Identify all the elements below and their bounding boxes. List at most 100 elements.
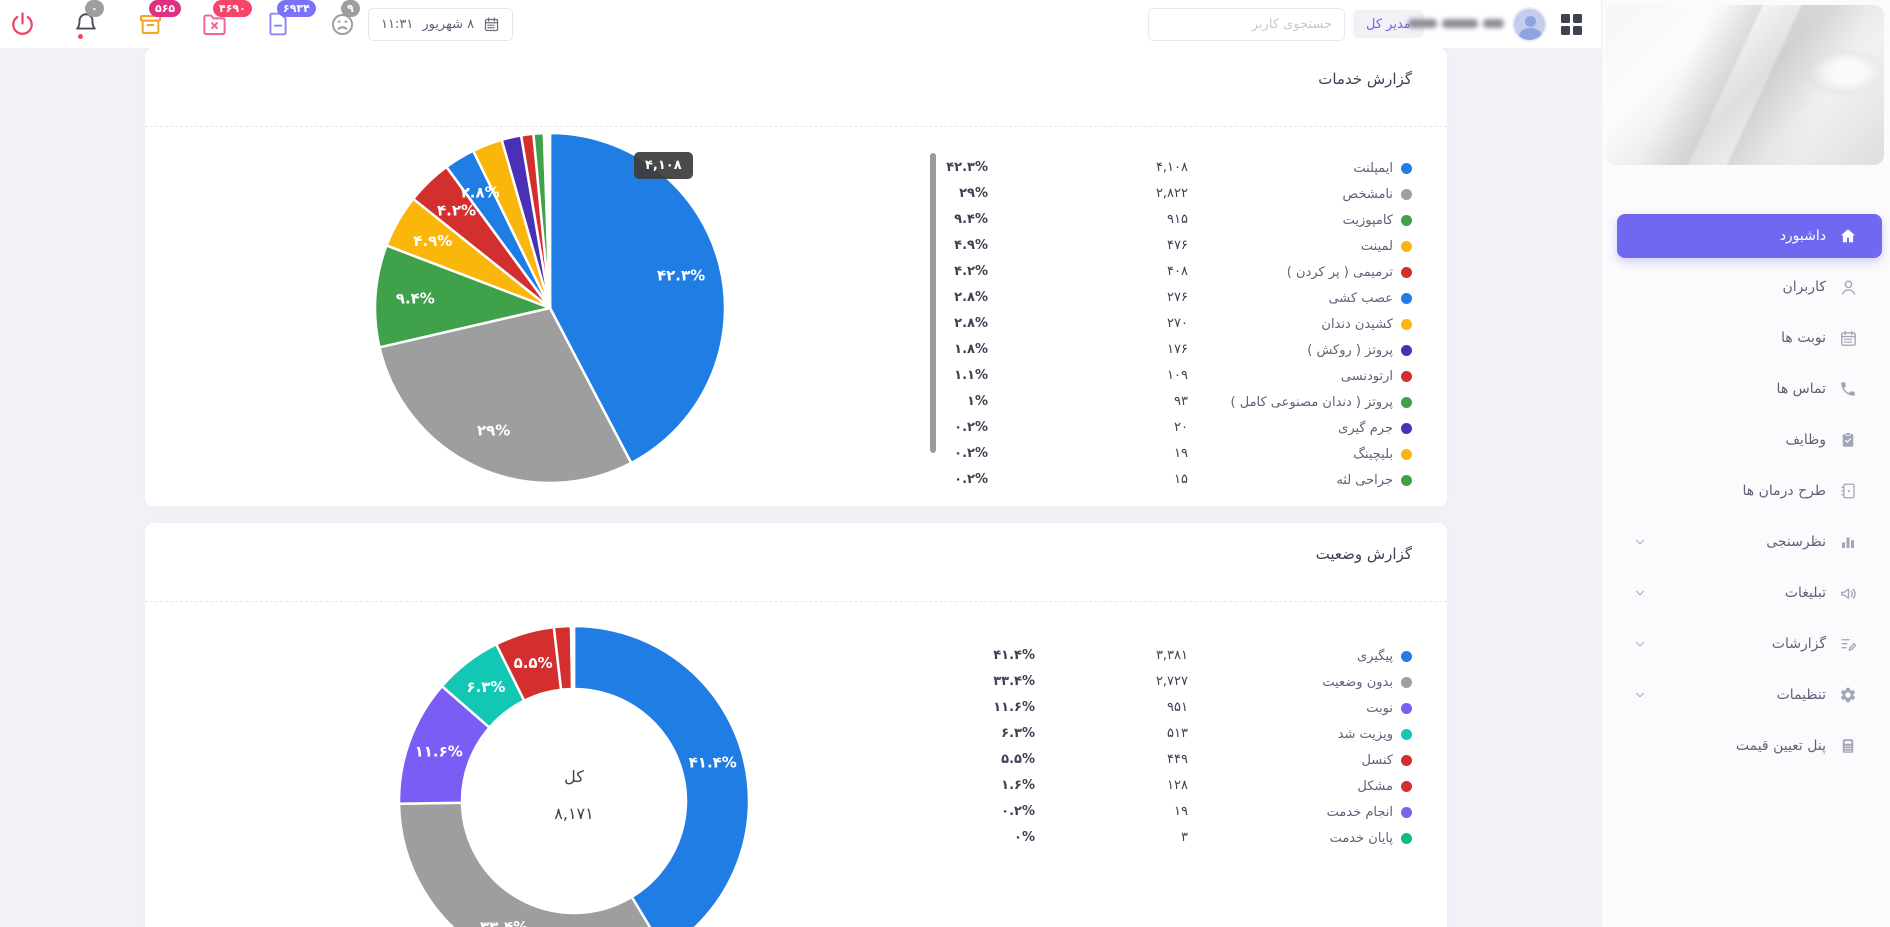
- pie-slice-label: ۹.۴%: [396, 290, 435, 308]
- legend-row[interactable]: ایمپلنت ۴,۱۰۸ ۴۲.۳%: [927, 155, 1412, 181]
- legend-color-dot: [1401, 650, 1412, 662]
- pie-slice-label: ۴.۹%: [413, 232, 452, 250]
- sidebar-item-7[interactable]: تبلیغات: [1617, 571, 1882, 615]
- status-legend: پیگیری ۳,۳۸۱ ۴۱.۴% بدون وضعیت ۲,۷۲۷ ۳۳.۴% نوبت…: [927, 643, 1412, 851]
- legend-row[interactable]: کشیدن دندان ۲۷۰ ۲.۸%: [927, 311, 1412, 337]
- services-pie-chart[interactable]: ۴۲.۳% ۲۹% ۹.۴% ۴.۹% ۴.۲%۲.۸%: [358, 116, 742, 500]
- phone-icon: [1838, 379, 1858, 399]
- pie-slice-label: ۲.۸%: [461, 183, 500, 201]
- sidebar-item-5[interactable]: طرح درمان ها: [1617, 469, 1882, 513]
- legend-row[interactable]: بلیچینگ ۱۹ ۰.۲%: [927, 441, 1412, 467]
- legend-label: جرم گیری: [1338, 421, 1412, 436]
- sidebar-item-9[interactable]: تنظیمات: [1617, 673, 1882, 717]
- legend-color-dot: [1401, 188, 1412, 200]
- legend-row[interactable]: پیگیری ۳,۳۸۱ ۴۱.۴%: [927, 643, 1412, 669]
- legend-value: ۱۹: [1174, 446, 1188, 461]
- legend-value: ۵۱۳: [1167, 726, 1188, 741]
- legend-scrollbar[interactable]: [930, 153, 936, 453]
- legend-value: ۱۰۹: [1167, 368, 1188, 383]
- status-report-card: گزارش وضعیت ۴۱.۴% ۳۳.۴% ۱۱.۶% ۶.۳% ۵.۵% کل ۸…: [145, 523, 1447, 927]
- sidebar-item-3[interactable]: تماس ها: [1617, 367, 1882, 411]
- legend-row[interactable]: نامشخص ۲,۸۲۲ ۲۹%: [927, 181, 1412, 207]
- legend-row[interactable]: مشکل ۱۲۸ ۱.۶%: [927, 773, 1412, 799]
- sidebar-item-2[interactable]: نوبت ها: [1617, 316, 1882, 360]
- legend-value: ۱۹: [1174, 804, 1188, 819]
- person-avatar-icon: [1525, 16, 1536, 27]
- sidebar-item-label: گزارشات: [1771, 636, 1826, 652]
- legend-color-dot: [1401, 162, 1412, 174]
- legend-value: ۲۷۶: [1167, 290, 1188, 305]
- sidebar-item-1[interactable]: کاربران: [1617, 265, 1882, 309]
- legend-row[interactable]: نوبت ۹۵۱ ۱۱.۶%: [927, 695, 1412, 721]
- legend-row[interactable]: کنسل ۴۴۹ ۵.۵%: [927, 747, 1412, 773]
- sidebar-item-label: تماس ها: [1776, 381, 1826, 397]
- sidebar-item-label: کاربران: [1782, 279, 1826, 295]
- legend-color-dot: [1401, 728, 1412, 740]
- legend-row[interactable]: بدون وضعیت ۲,۷۲۷ ۳۳.۴%: [927, 669, 1412, 695]
- search-input[interactable]: [1148, 8, 1345, 41]
- sidebar-item-4[interactable]: وظایف: [1617, 418, 1882, 462]
- legend-percent: ۰.۲%: [954, 420, 988, 435]
- sidebar-item-8[interactable]: گزارشات: [1617, 622, 1882, 666]
- logout-button[interactable]: [6, 8, 38, 40]
- legend-row[interactable]: پروتز ( دندان مصنوعی کامل ) ۹۳ ۱%: [927, 389, 1412, 415]
- legend-row[interactable]: ویزیت شد ۵۱۳ ۶.۳%: [927, 721, 1412, 747]
- legend-value: ۹۱۵: [1167, 212, 1188, 227]
- legend-row[interactable]: انجام خدمت ۱۹ ۰.۲%: [927, 799, 1412, 825]
- pie-slice[interactable]: [548, 131, 727, 465]
- sidebar-item-label: تبلیغات: [1784, 585, 1826, 601]
- services-card-title: گزارش خدمات: [1318, 70, 1412, 88]
- sidebar-item-0[interactable]: داشبورد: [1617, 214, 1882, 258]
- legend-percent: ۱%: [967, 394, 988, 409]
- legend-row[interactable]: جراحی لثه ۱۵ ۰.۲%: [927, 467, 1412, 493]
- donut-total-value: ۸,۱۷۱: [554, 804, 594, 823]
- legend-row[interactable]: پروتز ( روکش ) ۱۷۶ ۱.۸%: [927, 337, 1412, 363]
- user-avatar[interactable]: [1512, 7, 1547, 42]
- pie-slice-label: ۲۹%: [477, 422, 510, 440]
- legend-color-dot: [1401, 370, 1412, 382]
- legend-percent: ۳۳.۴%: [993, 674, 1035, 689]
- calendar-icon: [1838, 328, 1858, 348]
- cancelled-folder-button[interactable]: ۴۶۹۰: [198, 0, 252, 40]
- legend-row[interactable]: پایان خدمت ۳ ۰%: [927, 825, 1412, 851]
- archive-icon: [139, 14, 161, 34]
- legend-label: لمینت: [1361, 239, 1412, 254]
- legend-value: ۲,۸۲۲: [1155, 186, 1188, 201]
- pie-slice[interactable]: [378, 306, 633, 485]
- complaints-button[interactable]: ۹: [326, 0, 360, 40]
- legend-label: مشکل: [1357, 779, 1412, 794]
- legend-row[interactable]: عصب کشی ۲۷۶ ۲.۸%: [927, 285, 1412, 311]
- legend-color-dot: [1401, 676, 1412, 688]
- legend-row[interactable]: ترمیمی ( پر کردن ) ۴۰۸ ۴.۲%: [927, 259, 1412, 285]
- legend-label: پروتز ( دندان مصنوعی کامل ): [1231, 395, 1412, 410]
- pie-slice[interactable]: [397, 801, 664, 927]
- sidebar-item-label: تنظیمات: [1776, 687, 1826, 703]
- datetime-chip[interactable]: ۸ شهریور ۱۱:۳۱: [368, 8, 514, 41]
- donut-center-total: کل ۸,۱۷۱: [474, 767, 674, 823]
- legend-row[interactable]: کامپوزیت ۹۱۵ ۹.۴%: [927, 207, 1412, 233]
- archive-counter-button[interactable]: ۵۶۵: [134, 0, 182, 40]
- user-name-redacted: [1408, 19, 1504, 28]
- pie-slice[interactable]: [373, 244, 552, 349]
- legend-row[interactable]: ارتودنسی ۱۰۹ ۱.۱%: [927, 363, 1412, 389]
- status-donut-chart[interactable]: ۴۱.۴% ۳۳.۴% ۱۱.۶% ۶.۳% ۵.۵%: [382, 609, 766, 927]
- sidebar-item-10[interactable]: پنل تعیین قیمت: [1617, 724, 1882, 768]
- legend-row[interactable]: لمینت ۴۷۶ ۴.۹%: [927, 233, 1412, 259]
- pie-slice[interactable]: [547, 131, 552, 310]
- sidebar: داشبورد کاربران نوبت ها تماس ها وظایف طرح درم…: [1601, 0, 1890, 927]
- legend-percent: ۴.۹%: [954, 238, 988, 253]
- sidebar-banner-image: [1606, 5, 1884, 165]
- legend-percent: ۲.۸%: [954, 316, 988, 331]
- legend-row[interactable]: جرم گیری ۲۰ ۰.۲%: [927, 415, 1412, 441]
- legend-label: انجام خدمت: [1327, 805, 1412, 820]
- pie-slice[interactable]: [572, 624, 751, 927]
- legend-value: ۲,۷۲۷: [1155, 674, 1188, 689]
- notebook-icon: [1838, 481, 1858, 501]
- complaints-badge: ۹: [341, 0, 360, 17]
- apps-grid-button[interactable]: [1560, 14, 1582, 36]
- legend-label: نامشخص: [1343, 187, 1412, 202]
- legend-label: پروتز ( روکش ): [1307, 343, 1412, 358]
- file-counter-button[interactable]: ۶۹۳۴: [262, 0, 316, 40]
- sidebar-item-6[interactable]: نظرسنجی: [1617, 520, 1882, 564]
- notifications-button[interactable]: ۰: [70, 0, 104, 40]
